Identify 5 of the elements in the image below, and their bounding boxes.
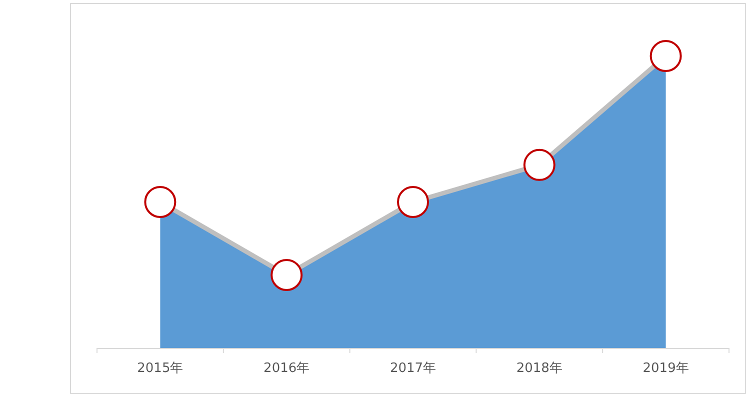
x-tick-label: 2015年 [137,361,184,376]
x-tick-label: 2017年 [390,361,436,376]
x-tick-label: 2016年 [264,361,310,376]
x-tick-label: 2019年 [642,361,689,376]
x-tick-label: 2018年 [516,361,562,376]
